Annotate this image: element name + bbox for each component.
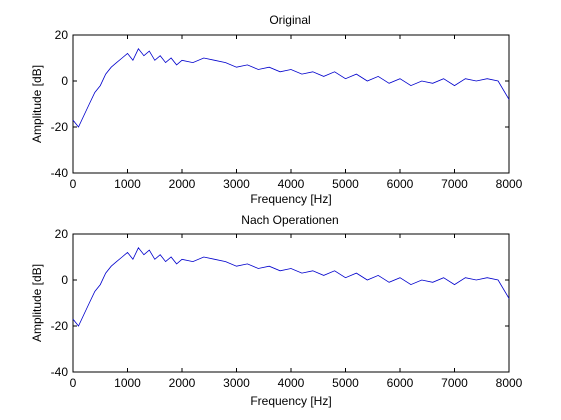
subplot-original: Original 0 1000 2000 3000 4000 5000 6000 7000 80… (30, 13, 523, 206)
x-tick-label: 0 (70, 177, 77, 191)
plot-frame (72, 34, 510, 174)
x-tick-label: 8000 (496, 177, 523, 191)
y-tick-label: 0 (61, 74, 68, 88)
y-ticks: -40 -20 0 20 (51, 28, 509, 180)
y-tick-label: 20 (55, 28, 69, 42)
y-axis-label: Amplitude [dB] (30, 264, 44, 342)
chart-title: Original (269, 13, 310, 27)
series-line (72, 48, 510, 128)
chart-title: Nach Operationen (241, 213, 338, 227)
plot-frame (72, 233, 510, 373)
x-axis-label: Frequency [Hz] (250, 394, 331, 408)
subplot-nach-operationen: Nach Operationen 0 1000 2000 3000 4000 5000 60… (30, 213, 523, 408)
x-tick-label: 3000 (223, 177, 250, 191)
y-axis-label: Amplitude [dB] (30, 65, 44, 143)
y-tick-label: 0 (61, 273, 68, 287)
x-tick-label: 6000 (387, 376, 414, 390)
x-tick-label: 4000 (278, 177, 305, 191)
x-tick-label: 4000 (278, 376, 305, 390)
y-tick-label: -40 (51, 166, 69, 180)
y-tick-label: -20 (51, 319, 69, 333)
x-tick-label: 1000 (114, 177, 141, 191)
x-axis-label: Frequency [Hz] (250, 192, 331, 206)
y-tick-label: 20 (55, 227, 69, 241)
series-line (72, 247, 510, 327)
x-tick-label: 7000 (441, 376, 468, 390)
x-tick-label: 0 (70, 376, 77, 390)
y-ticks: -40 -20 0 20 (51, 227, 509, 379)
x-tick-label: 7000 (441, 177, 468, 191)
x-ticks: 0 1000 2000 3000 4000 5000 6000 7000 8000 (70, 234, 523, 390)
y-tick-label: -40 (51, 365, 69, 379)
x-tick-label: 8000 (496, 376, 523, 390)
x-tick-label: 6000 (387, 177, 414, 191)
x-tick-label: 5000 (332, 177, 359, 191)
x-tick-label: 3000 (223, 376, 250, 390)
x-ticks: 0 1000 2000 3000 4000 5000 6000 7000 8000 (70, 35, 523, 191)
x-tick-label: 2000 (169, 177, 196, 191)
x-tick-label: 2000 (169, 376, 196, 390)
x-tick-label: 1000 (114, 376, 141, 390)
x-tick-label: 5000 (332, 376, 359, 390)
y-tick-label: -20 (51, 120, 69, 134)
